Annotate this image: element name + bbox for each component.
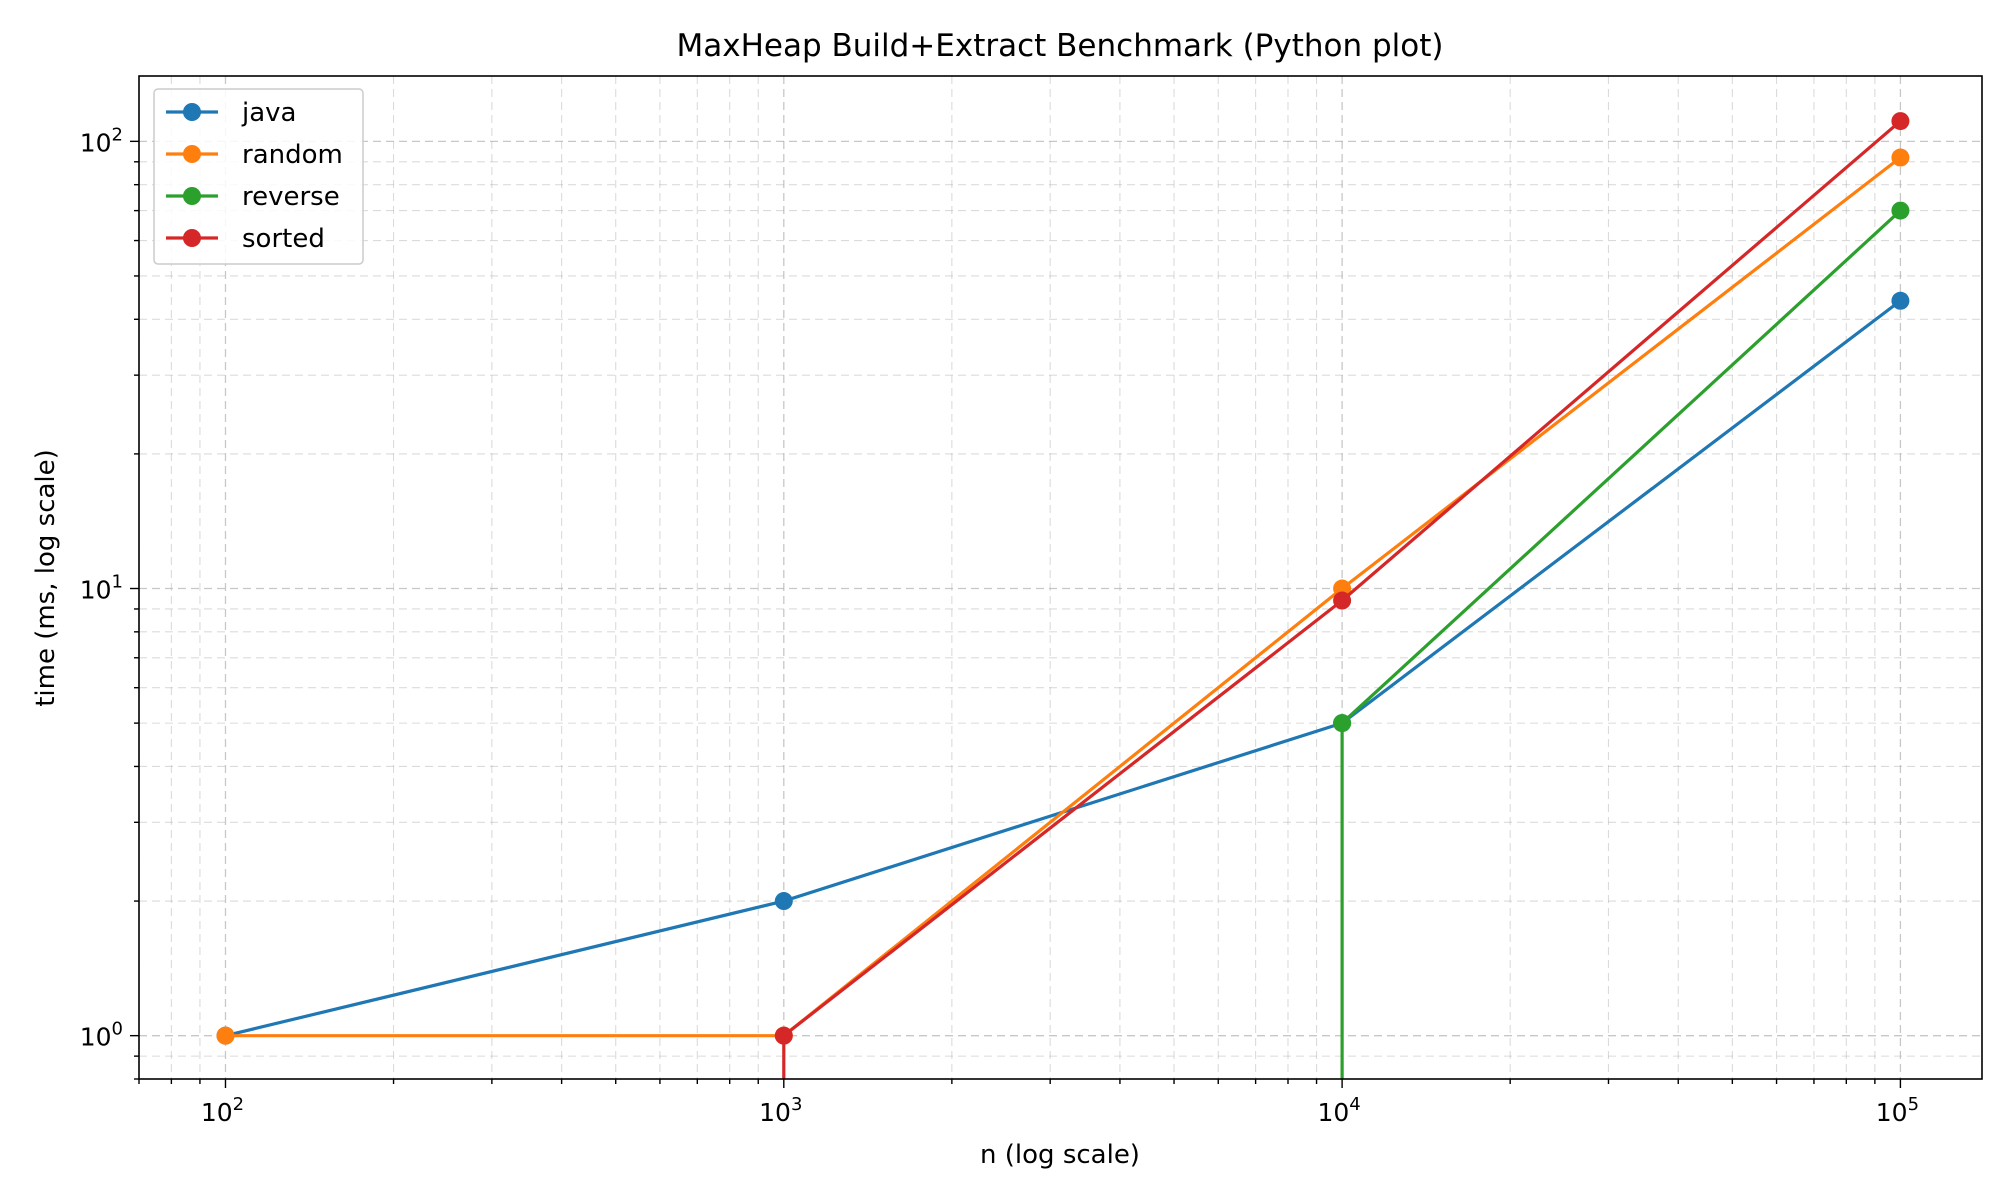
legend-label: random: [242, 140, 343, 170]
legend-marker: [183, 145, 201, 163]
plot-frame: [138, 75, 1983, 1080]
legend-item-reverse: reverse: [166, 182, 340, 212]
legend-label: java: [241, 98, 296, 128]
legend: java random reverse sorted: [153, 88, 364, 265]
legend-marker: [183, 103, 201, 121]
x-tick-label: 102: [201, 1094, 244, 1127]
data-point-reverse: [1891, 201, 1910, 220]
data-point-java: [1891, 291, 1910, 310]
legend-box: [153, 88, 364, 265]
legend-label: reverse: [242, 182, 340, 212]
grid: [138, 76, 1982, 1080]
data-point-random: [1891, 148, 1910, 167]
legend-marker: [183, 187, 201, 205]
data-point-java: [774, 892, 793, 911]
series-line-random: [225, 156, 1902, 1038]
legend-item-random: random: [166, 140, 343, 170]
data-series: [216, 112, 1910, 1079]
series-sorted: [774, 112, 1910, 1079]
y-tick-label: 100: [80, 1019, 123, 1052]
legend-label: sorted: [242, 224, 325, 254]
legend-item-java: java: [166, 98, 296, 128]
x-tick-label: 105: [1876, 1094, 1919, 1127]
series-line-sorted: [782, 119, 1902, 1079]
y-axis-title: time (ms, log scale): [31, 449, 61, 707]
axes: 102 103 104 105 100 101 102: [80, 124, 1919, 1127]
data-point-sorted: [774, 1026, 793, 1045]
series-reverse: [1333, 201, 1910, 1079]
legend-item-sorted: sorted: [166, 224, 325, 254]
data-point-reverse: [1333, 714, 1352, 733]
chart-title: MaxHeap Build+Extract Benchmark (Python …: [676, 28, 1443, 64]
data-point-random: [216, 1026, 235, 1045]
x-axis-title: n (log scale): [980, 1140, 1140, 1170]
legend-marker: [183, 229, 201, 247]
y-tick-label: 102: [80, 124, 123, 157]
y-tick-label: 101: [80, 572, 123, 605]
x-tick-label: 104: [1317, 1094, 1360, 1127]
data-point-sorted: [1891, 112, 1910, 131]
data-point-sorted: [1333, 591, 1352, 610]
x-tick-label: 103: [759, 1094, 802, 1127]
